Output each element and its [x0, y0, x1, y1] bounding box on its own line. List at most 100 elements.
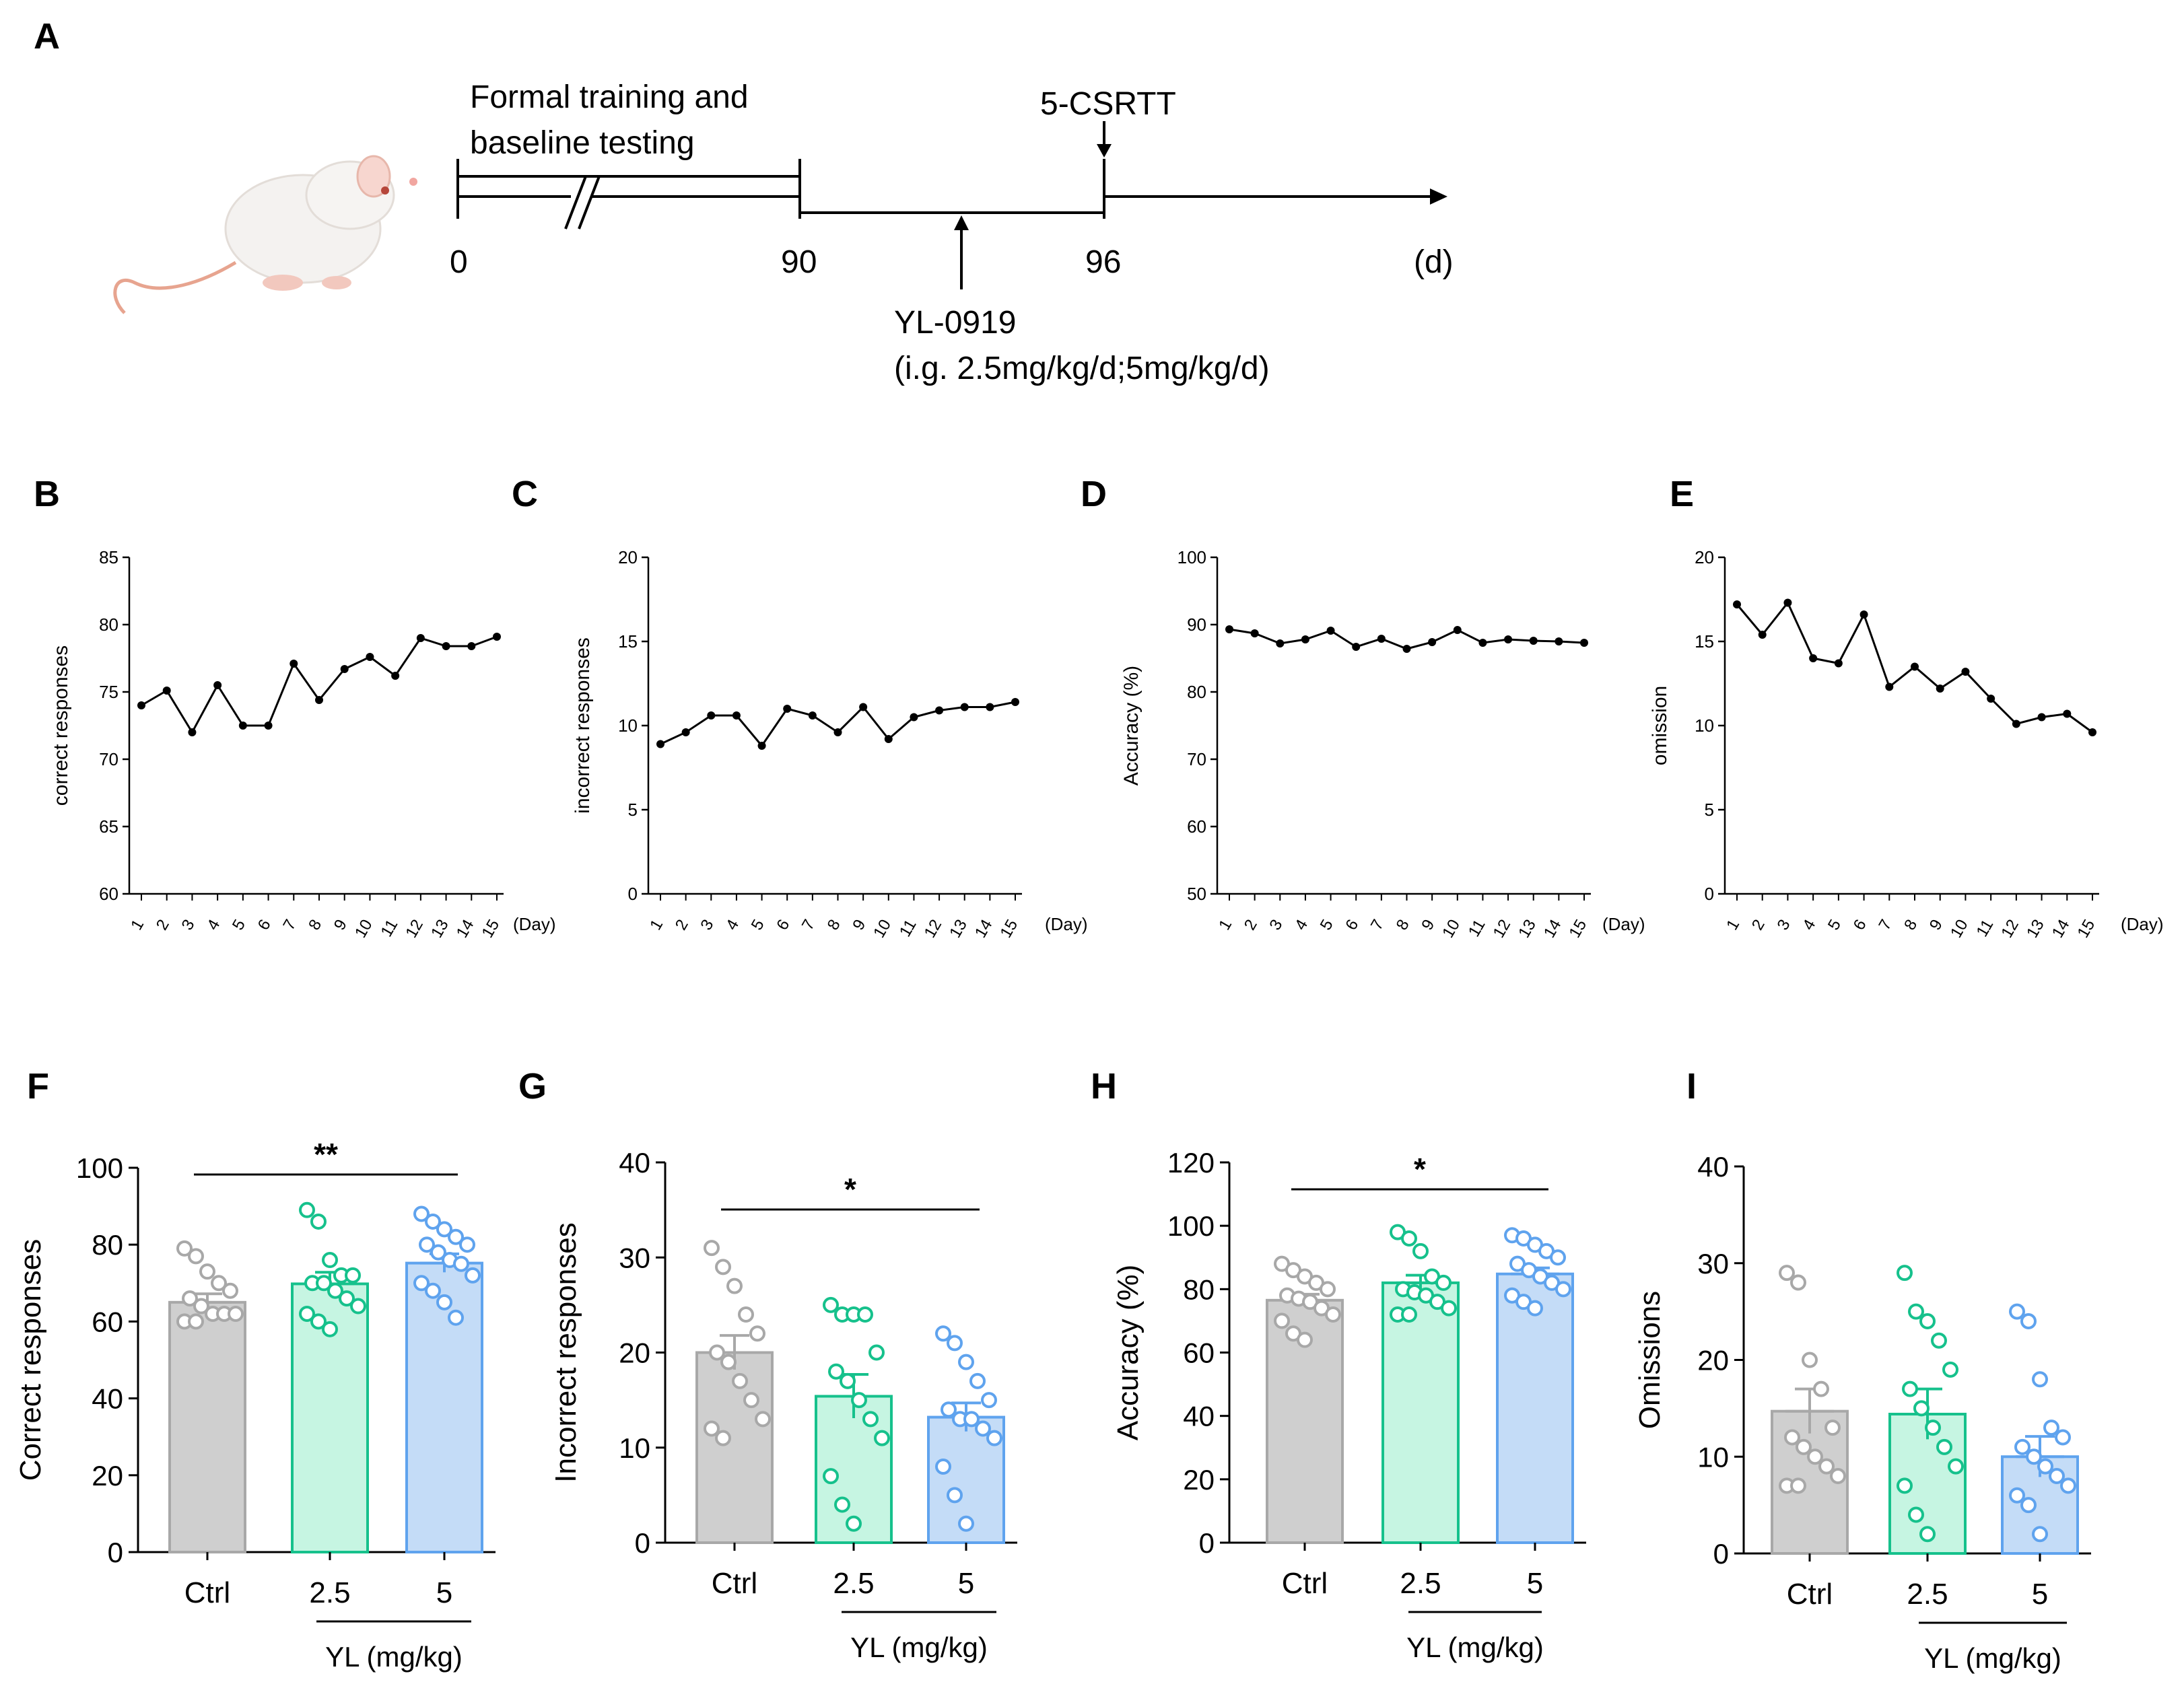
y-axis-label: omission: [1649, 686, 1671, 765]
data-point: [986, 703, 994, 711]
data-point: [416, 634, 425, 642]
phase-label-line1: Formal training and: [470, 79, 749, 115]
data-point: [1527, 1300, 1543, 1317]
y-tick-label: 80: [1183, 1273, 1215, 1305]
y-tick-label: 70: [99, 749, 118, 769]
data-point: [459, 1236, 475, 1253]
data-point: [709, 1344, 725, 1361]
data-point: [1401, 1230, 1417, 1247]
y-tick-label: 100: [1178, 547, 1206, 567]
data-point: [910, 713, 918, 722]
data-point: [1790, 1477, 1806, 1494]
x-tick-label: 14: [453, 917, 478, 942]
x-tick-label: 1: [127, 917, 147, 934]
x-tick-label: 3: [697, 917, 717, 934]
x-tick-label: 6: [254, 917, 275, 934]
data-point: [1325, 1306, 1341, 1323]
x-tick-label: 13: [946, 917, 971, 942]
data-point: [1913, 1400, 1930, 1417]
data-point: [720, 1354, 737, 1370]
x-axis-label: YL (mg/kg): [1406, 1632, 1544, 1663]
x-axis-label: YL (mg/kg): [1924, 1642, 2061, 1674]
data-point: [981, 1392, 997, 1409]
x-tick-label: 7: [798, 917, 819, 934]
data-point: [1925, 1420, 1941, 1436]
panel-label-h: H: [1091, 1066, 1117, 1107]
data-point: [681, 728, 690, 736]
y-tick-label: 10: [1697, 1441, 1729, 1473]
data-point: [941, 1401, 957, 1418]
x-unit-label: (Day): [2121, 914, 2164, 934]
chart-panel-h: H 0 20 40 60 80 100 120 Accuracy (%) Ctrl 2.5 5 YL (…: [1091, 1066, 1586, 1663]
y-tick-label: 0: [1705, 884, 1714, 904]
data-point: [1783, 598, 1792, 607]
x-tick-label: 9: [331, 917, 351, 934]
x-tick-label: 7: [279, 917, 300, 934]
data-point: [436, 1221, 452, 1238]
data-point: [322, 1252, 338, 1269]
data-point: [960, 703, 969, 711]
y-axis-label: incorrect responses: [572, 637, 594, 814]
data-point: [419, 1236, 435, 1253]
data-point: [846, 1515, 862, 1532]
y-axis-label: Correct responses: [14, 1239, 47, 1481]
data-point: [1818, 1458, 1835, 1475]
data-point: [732, 711, 741, 720]
y-tick-label: 20: [1697, 1345, 1729, 1376]
data-point: [1809, 654, 1818, 662]
data-point: [755, 1411, 771, 1428]
data-point: [704, 1240, 720, 1257]
x-tick-label: 11: [896, 917, 920, 940]
data-point: [228, 1305, 244, 1322]
data-point: [859, 703, 868, 711]
y-tick-label: 40: [92, 1383, 123, 1415]
y-axis-label: Incorrect responses: [549, 1222, 582, 1482]
x-tick-label: 15: [2074, 917, 2098, 942]
data-point: [1830, 1468, 1846, 1484]
data-point: [963, 1411, 980, 1428]
data-point: [935, 1325, 951, 1342]
y-tick-label: 10: [1695, 715, 1714, 736]
x-tick-label: 6: [1342, 917, 1362, 934]
data-point: [1580, 639, 1588, 647]
data-point: [238, 722, 247, 730]
x-tick-label: 8: [1901, 917, 1921, 934]
x-tick-label: 2.5: [1907, 1578, 1948, 1611]
x-tick-label: 2: [1748, 917, 1769, 934]
data-point: [656, 740, 664, 748]
y-tick-label: 0: [1199, 1527, 1215, 1559]
x-tick-label: 2: [672, 917, 692, 934]
y-tick-label: 10: [618, 715, 638, 736]
chart-panel-i: I 0 10 20 30 40 Omissions Ctrl 2.5 5 YL (mg/kg): [1633, 1066, 2091, 1674]
data-point: [310, 1213, 327, 1230]
x-tick-label: 1: [646, 917, 667, 934]
data-point: [453, 1255, 469, 1272]
y-tick-label: 0: [108, 1537, 123, 1568]
x-tick-label: Ctrl: [1282, 1567, 1328, 1600]
data-point: [345, 1267, 361, 1284]
data-point: [350, 1298, 366, 1315]
x-tick-label: 9: [1926, 917, 1946, 934]
data-point: [726, 1277, 743, 1294]
data-point: [935, 1459, 951, 1475]
data-point: [840, 1372, 856, 1389]
chart-panel-f: F 0 20 40 60 80 100 Correct responses Ctrl 2.5 5 YL…: [14, 1066, 496, 1673]
y-tick-label: 15: [1695, 631, 1714, 652]
x-tick-label: 10: [870, 917, 895, 942]
drug-dose: (i.g. 2.5mg/kg/d;5mg/kg/d): [894, 351, 1270, 386]
data-point: [2060, 1477, 2076, 1494]
data-point: [176, 1240, 193, 1257]
data-point: [1897, 1477, 1913, 1494]
y-tick-label: 60: [99, 884, 118, 904]
data-point: [467, 642, 476, 650]
data-point: [1428, 638, 1437, 646]
data-point: [1453, 626, 1462, 634]
y-tick-label: 20: [619, 1337, 650, 1369]
data-point: [465, 1267, 481, 1284]
data-point: [958, 1515, 974, 1532]
data-point: [211, 1275, 227, 1292]
data-point: [2049, 1468, 2065, 1484]
